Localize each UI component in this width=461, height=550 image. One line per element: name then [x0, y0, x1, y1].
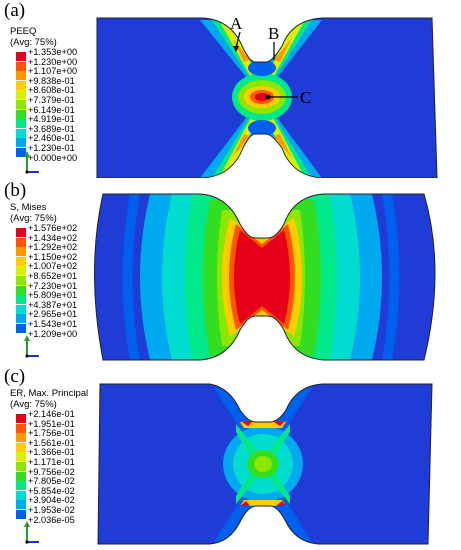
legend-title-b: S, Mises (Avg: 75%): [10, 202, 57, 224]
legend-swatch: [16, 452, 26, 462]
panel-label-c: (c): [4, 366, 26, 387]
legend-swatch: [16, 414, 26, 423]
legend-tick-label: +6.149e-01: [28, 104, 75, 115]
legend-variable-b: S, Mises: [10, 202, 47, 213]
legend-variable-a: PEEQ: [10, 26, 37, 37]
legend-swatch: [16, 285, 26, 295]
legend-swatch: [16, 462, 26, 471]
legend-swatch: [16, 433, 26, 443]
legend-swatch: [16, 324, 26, 333]
legend-swatch: [16, 52, 26, 61]
legend-tick-label: +5.854e-02: [28, 485, 75, 496]
legend-tick-label: +1.007e+02: [28, 261, 78, 272]
mises-contour-plot: [94, 193, 436, 361]
panel-b: (b) S, Mises (Avg: 75%) +1.576e+02 +1.434…: [0, 180, 461, 362]
legend-tick-label: +9.838e-01: [28, 75, 75, 86]
annotation-a: A: [230, 14, 243, 33]
panel-a: (a) PEEQ (Avg: 75%) +1.353e+00 +1.230e+00…: [0, 0, 461, 178]
legend-tick-label: +1.230e-01: [28, 143, 75, 153]
legend-tick-label: +1.209e+00: [28, 328, 78, 339]
legend-tick-label: +2.965e+01: [28, 309, 78, 320]
legend-tick-label: +1.953e-02: [28, 505, 75, 515]
legend-tick-label: +1.756e-01: [28, 428, 75, 439]
legend-variable-c: ER, Max. Principal: [10, 388, 89, 399]
legend-tick-label: +1.353e+00: [28, 47, 78, 57]
legend-tick-label: +8.652e+01: [28, 271, 78, 281]
legend-swatch: [16, 148, 26, 157]
legend-tick-label: +7.805e-02: [28, 476, 75, 487]
axis-triad-icon-c: [24, 521, 39, 544]
legend-swatch: [16, 90, 26, 100]
legend-swatch: [16, 119, 26, 129]
legend-swatch: [16, 100, 26, 109]
legend-tick-label: +4.387e+01: [28, 299, 78, 310]
panel-label-b: (b): [4, 180, 27, 201]
legend-tick-label: +1.150e+02: [28, 251, 78, 262]
legend-swatch: [16, 423, 26, 433]
legend-tick-label: +1.951e-01: [28, 418, 75, 429]
legend-tick-label: +1.292e+02: [28, 242, 78, 253]
legend-tick-label: +1.543e+01: [28, 319, 78, 329]
legend-swatch: [16, 304, 26, 314]
legend-swatch: [16, 314, 26, 324]
legend-averaging-c: (Avg: 75%): [10, 399, 57, 410]
legend-swatch: [16, 256, 26, 266]
panel-label-a: (a): [4, 0, 26, 21]
legend-title-c: ER, Max. Principal (Avg: 75%): [10, 388, 88, 410]
legend-tick-label: +8.608e-01: [28, 85, 75, 96]
legend-swatch: [16, 500, 26, 510]
legend-swatch: [16, 266, 26, 276]
legend-swatch: [16, 471, 26, 481]
legend-tick-label: +1.434e+02: [28, 232, 78, 243]
legend-tick-label: +0.000e+00: [28, 152, 78, 163]
legend-tick-label: +1.576e+02: [28, 223, 78, 233]
legend-tick-label: +2.146e-01: [28, 409, 75, 419]
annotation-c: C: [300, 88, 312, 107]
legend-swatch: [16, 138, 26, 148]
legend-swatch: [16, 276, 26, 285]
legend-swatch: [16, 510, 26, 519]
panel-c: (c) ER, Max. Principal (Avg: 75%) +2.146…: [0, 366, 461, 550]
legend-tick-label: +9.756e-02: [28, 466, 75, 477]
legend-swatch: [16, 71, 26, 81]
legend-tick-label: +3.689e-01: [28, 123, 75, 134]
legend-tick-label: +1.561e-01: [28, 437, 75, 448]
legend-tick-label: +1.107e+00: [28, 66, 78, 77]
annotation-b: B: [268, 24, 280, 43]
legend-swatch: [16, 247, 26, 257]
legend-tick-label: +7.230e+01: [28, 280, 78, 291]
legend-tick-label: +1.230e+00: [28, 56, 78, 67]
legend-tick-label: +1.366e-01: [28, 447, 75, 458]
legend-swatch: [16, 442, 26, 452]
legend-averaging-b: (Avg: 75%): [10, 213, 57, 224]
peeq-contour-plot: [96, 17, 438, 178]
legend-tick-label: +7.379e-01: [28, 95, 75, 105]
legend-swatch: [16, 80, 26, 90]
legend-swatch: [16, 128, 26, 138]
legend-tick-label: +3.904e-02: [28, 495, 75, 506]
axis-triad-icon-b: [24, 335, 39, 358]
legend-tick-label: +5.809e+01: [28, 290, 78, 301]
max-principal-contour-plot: [97, 383, 433, 545]
legend-title-a: PEEQ (Avg: 75%): [10, 26, 57, 48]
legend-swatch: [16, 295, 26, 305]
legend-swatch: [16, 109, 26, 119]
legend-swatch: [16, 61, 26, 71]
legend-tick-label: +2.460e-01: [28, 133, 75, 144]
legend-swatch: [16, 481, 26, 491]
legend-swatch: [16, 237, 26, 247]
legend-tick-label: +2.036e-05: [28, 514, 75, 525]
legend-tick-label: +1.171e-01: [28, 457, 75, 467]
legend-swatch: [16, 228, 26, 237]
legend-averaging-a: (Avg: 75%): [10, 37, 57, 48]
legend-tick-label: +4.919e-01: [28, 114, 75, 125]
axis-triad-icon-a: [24, 151, 39, 174]
legend-swatch: [16, 490, 26, 500]
